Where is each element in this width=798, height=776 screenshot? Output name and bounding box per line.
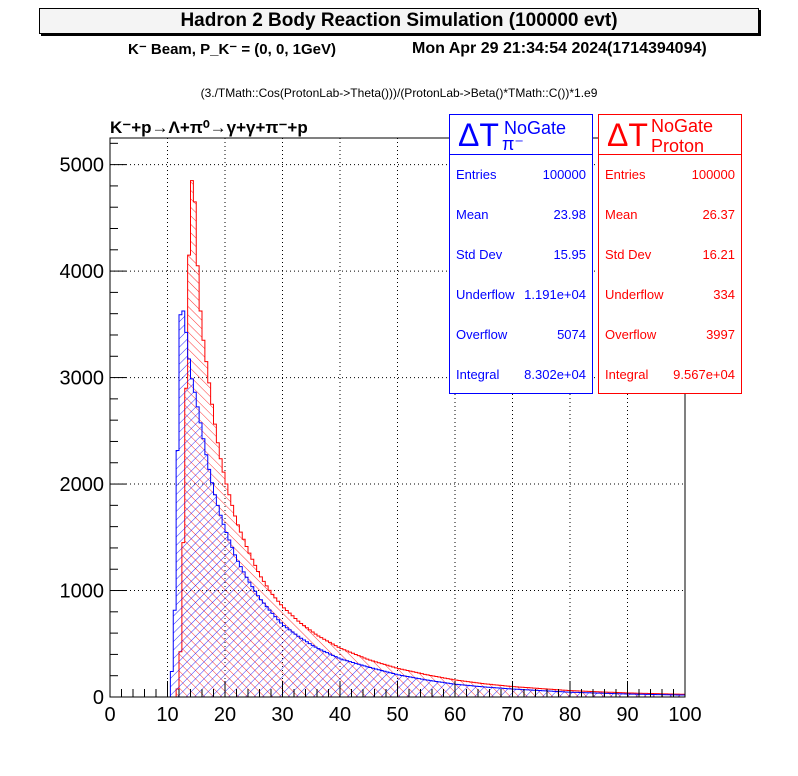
y-tick-label: 1000	[60, 581, 105, 603]
stats-row: Underflow 334	[605, 287, 735, 303]
y-tick-label: 4000	[60, 261, 105, 283]
stats-p-delta-t: ΔT	[607, 117, 648, 153]
stats-key: Overflow	[456, 327, 508, 342]
stats-value: 1.191e+04	[524, 287, 586, 302]
stats-row: Mean 23.98	[456, 207, 586, 223]
reaction-label: K⁻+p→Λ+π⁰→γ+γ+π⁻+p	[110, 118, 308, 137]
stats-key: Integral	[456, 367, 500, 382]
beam-label: K⁻ Beam, P_K⁻ = (0, 0, 1GeV)	[128, 41, 337, 58]
stats-value: 100000	[691, 167, 735, 182]
stats-value: 26.37	[702, 207, 735, 222]
stats-pi-delta-t: ΔT	[458, 117, 499, 153]
stats-row: Overflow 3997	[605, 327, 735, 343]
stats-value: 100000	[542, 167, 586, 182]
stats-key: Mean	[456, 207, 489, 222]
stats-pi-nogate: NoGate	[504, 118, 567, 138]
x-tick-label: 50	[386, 704, 408, 726]
stats-key: Mean	[605, 207, 638, 222]
series-group	[110, 180, 686, 698]
y-tick-label: 2000	[60, 474, 105, 496]
y-tick-label: 0	[93, 687, 104, 709]
stats-row: Overflow 5074	[456, 327, 586, 343]
stats-box-pi: ΔT NoGate π⁻ Entries 100000 Mean 23.98 Std D…	[449, 114, 593, 394]
date-label: Mon Apr 29 21:34:54 2024(1714394094)	[412, 40, 707, 57]
stats-row: Mean 26.37	[605, 207, 735, 223]
stats-key: Underflow	[605, 287, 664, 302]
x-tick-label: 40	[329, 704, 351, 726]
stats-row: Integral 9.567e+04	[605, 367, 735, 383]
stats-box-proton: ΔT NoGate Proton Entries 100000 Mean 26.37 S…	[598, 114, 742, 394]
y-tick-label: 5000	[60, 155, 105, 177]
stats-row: Std Dev 15.95	[456, 247, 586, 263]
stats-value: 5074	[557, 327, 586, 342]
stats-row: Integral 8.302e+04	[456, 367, 586, 383]
stats-key: Underflow	[456, 287, 515, 302]
stats-key: Entries	[456, 167, 497, 182]
axes: 0 10 20 30 40 50 60 70 80 90 100010002000300040005…	[60, 137, 702, 726]
stats-value: 16.21	[702, 247, 735, 262]
x-tick-label: 20	[214, 704, 236, 726]
stats-value: 3997	[706, 327, 735, 342]
stats-p-header: ΔT NoGate Proton	[599, 115, 741, 155]
x-tick-label: 100	[668, 704, 701, 726]
stats-value: 23.98	[553, 207, 586, 222]
y-tick-label: 3000	[60, 368, 105, 390]
stats-pi-header: ΔT NoGate π⁻	[450, 115, 592, 155]
stats-value: 9.567e+04	[673, 367, 735, 382]
stats-key: Std Dev	[456, 247, 503, 262]
stats-row: Entries 100000	[456, 167, 586, 183]
series-proton	[110, 180, 686, 698]
stats-key: Std Dev	[605, 247, 652, 262]
stats-value: 8.302e+04	[524, 367, 586, 382]
stats-pi-particle: π⁻	[502, 134, 524, 154]
stats-value: 334	[713, 287, 735, 302]
stats-row: Std Dev 16.21	[605, 247, 735, 263]
formula-label: (3./TMath::Cos(ProtonLab->Theta()))/(Pro…	[200, 86, 598, 100]
stats-value: 15.95	[553, 247, 586, 262]
x-tick-label: 60	[444, 704, 466, 726]
x-tick-label: 80	[559, 704, 581, 726]
x-tick-label: 70	[501, 704, 523, 726]
stats-key: Entries	[605, 167, 646, 182]
stats-row: Underflow 1.191e+04	[456, 287, 586, 303]
stats-row: Entries 100000	[605, 167, 735, 183]
series-pi	[110, 310, 686, 698]
stats-key: Overflow	[605, 327, 657, 342]
x-tick-label: 0	[104, 704, 115, 726]
stats-p-particle: Proton	[651, 136, 705, 156]
x-tick-label: 30	[271, 704, 293, 726]
chart-title: Hadron 2 Body Reaction Simulation (10000…	[39, 8, 759, 34]
stats-key: Integral	[605, 367, 649, 382]
stats-p-nogate: NoGate	[651, 116, 714, 136]
x-tick-label: 90	[616, 704, 638, 726]
x-tick-label: 10	[156, 704, 178, 726]
